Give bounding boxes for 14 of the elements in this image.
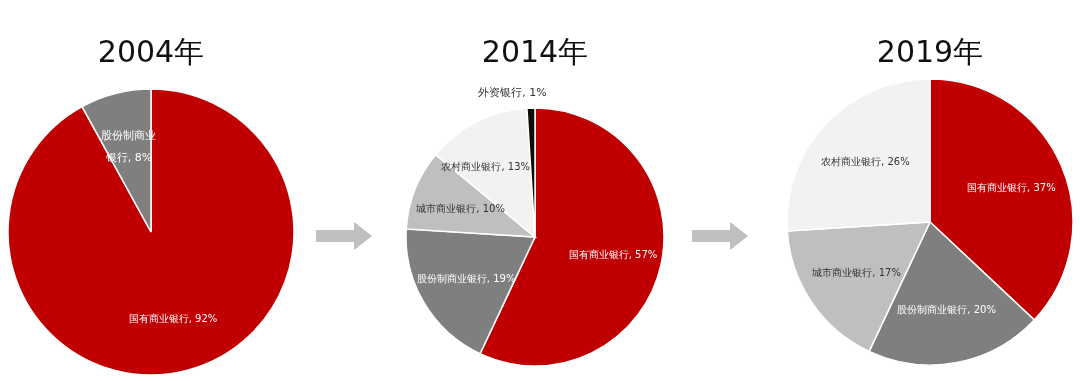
pie-slice — [7, 88, 295, 376]
slice-label: 股份制商业银行, 19% — [416, 272, 516, 284]
chart-title: 2019年 — [876, 34, 984, 69]
slice-label: 国有商业银行, 57% — [568, 249, 658, 261]
slice-label: 城市商业银行, 17% — [811, 266, 901, 278]
slice-label: 国有商业银行, 92% — [128, 312, 218, 324]
slice-label: 农村商业银行, 26% — [821, 156, 910, 168]
slice-label: 城市商业银行, 10% — [415, 202, 505, 214]
chart-title: 2014年 — [481, 34, 589, 69]
slice-label: 股份制商业银行, 20% — [897, 304, 996, 316]
slice-label: 外资银行, 1% — [478, 86, 547, 100]
slice-label: 农村商业银行, 13% — [441, 160, 530, 172]
chart-title: 2004年 — [97, 34, 205, 69]
slice-label: 国有商业银行, 37% — [967, 181, 1056, 193]
